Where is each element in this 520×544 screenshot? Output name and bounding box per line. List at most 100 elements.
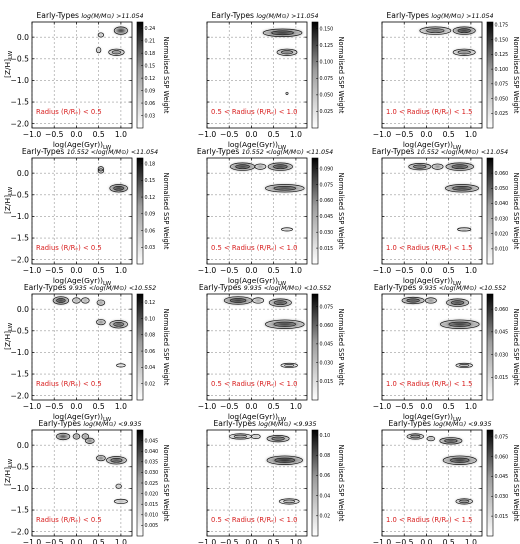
colorbar-tick-label: 0.045 [495, 474, 509, 480]
contour-outer [419, 26, 452, 35]
colorbar-tick-label: 0.100 [320, 60, 334, 66]
plot-frame [381, 157, 483, 265]
heat-blob-core [75, 299, 78, 302]
colorbar-tick-label: 0.075 [495, 434, 509, 440]
colorbar-tick-label: 0.08 [145, 333, 156, 339]
x-axis-label-main: log(Age(Gyr)) [53, 140, 103, 149]
heat-blob-core [286, 364, 292, 367]
panel-title: Early-Types 10.552 <log(M/M⊙) <11.054 [22, 147, 158, 156]
heat-blob-core [278, 322, 291, 326]
x-tick-label: −1.0 [198, 130, 217, 139]
contour-inner [451, 164, 468, 169]
y-tick-label: −2.0 [11, 255, 30, 264]
x-tick-label: −1.0 [198, 538, 217, 544]
x-tick-label: −1.0 [198, 266, 217, 275]
contour-outer [252, 297, 265, 304]
y-tick-label: −1.0 [11, 76, 30, 85]
panel-title-main: Early-Types [197, 147, 242, 156]
colorbar-tick-label: 0.15 [145, 178, 156, 184]
contour-outer [81, 297, 90, 304]
contour-outer [251, 433, 261, 440]
x-tick-label: 0.0 [420, 538, 432, 544]
contour-outer [116, 363, 126, 368]
heat-blob-core [99, 457, 103, 459]
colorbar [486, 429, 494, 537]
x-tick-label: 0.5 [268, 402, 280, 411]
heat-blob-core [409, 299, 417, 302]
colorbar [486, 157, 494, 265]
contour-outer [113, 498, 128, 504]
heat-blob-core [254, 435, 258, 438]
y-tick-label: 0.0 [17, 169, 29, 178]
colorbar-label: Normalised SSP Weight [162, 173, 170, 250]
panel-3: Early-Types log(M/M⊙) >11.054 −1.0 −0.5 0.0… [373, 11, 520, 151]
heat-blob-core [84, 435, 87, 438]
panel-title-main: Early-Types [199, 283, 244, 292]
x-axis-label-main: log(Age(Gyr)) [228, 412, 278, 421]
x-tick-label: 1.0 [115, 402, 127, 411]
panel-title: Early-Types log(M/M⊙) <9.935 [39, 419, 142, 428]
contour-outer [452, 48, 476, 56]
x-tick-label: 0.5 [268, 266, 280, 275]
x-axis-label-main: log(Age(Gyr)) [53, 276, 103, 285]
contour-inner [273, 321, 296, 327]
heat-blob-core [286, 93, 288, 94]
heat-layer [98, 166, 128, 193]
x-axis-label-sub: LW [278, 145, 287, 151]
plot-area [382, 22, 482, 128]
y-tick-label: −2.0 [11, 391, 30, 400]
colorbar-tick-label: 0.030 [320, 230, 334, 236]
contour-outer [280, 362, 298, 368]
heat-blob-core [453, 322, 466, 326]
x-tick-label: 1.0 [465, 266, 477, 275]
heat-blob-core [461, 500, 467, 503]
colorbar-tick-label: 0.04 [320, 493, 331, 499]
heat-blob-core [118, 500, 124, 503]
colorbar-tick-label: 0.045 [320, 214, 334, 220]
x-tick-label: −1.0 [373, 402, 392, 411]
x-axis-label-sub: LW [103, 281, 112, 287]
x-tick-label: 0.5 [443, 266, 455, 275]
colorbar-tick-label: 0.015 [320, 246, 334, 252]
contour-outer [455, 362, 473, 368]
contour-inner [450, 457, 470, 463]
contour-outer [97, 32, 105, 38]
x-tick-label: 0.5 [93, 402, 105, 411]
panel-title-mass: 10.552 <log(M/M⊙) <11.054 [67, 149, 158, 156]
radius-annotation: 0.5 < Radius (R/Rₑ) < 1.0 [211, 380, 297, 388]
panel-title-mass: log(M/M⊙) >11.054 [256, 13, 318, 20]
colorbar-label: Normalised SSP Weight [337, 37, 345, 114]
x-tick-label: 0.0 [70, 402, 82, 411]
heat-blob-core [256, 299, 260, 302]
colorbar-tick-label: 0.150 [320, 26, 334, 32]
contour-outer [262, 28, 303, 37]
x-axis-label-main: log(Age(Gyr)) [403, 140, 453, 149]
colorbar-tick-label: 0.010 [495, 247, 509, 253]
contour-outer [401, 296, 425, 305]
heat-blob-core [460, 29, 468, 32]
x-tick-label: 0.5 [268, 538, 280, 544]
heat-blob-core [285, 228, 289, 230]
x-tick-label: 0.5 [93, 538, 105, 544]
panel-1: Early-Types log(M/M⊙) >11.054−1.0 −0.5 0.0… [3, 11, 170, 151]
x-tick-label: 0.5 [268, 130, 280, 139]
radius-annotation: 1.0 < Radius (R/Rₑ) < 1.5 [386, 244, 472, 252]
plot-frame [206, 429, 308, 537]
plot-area [382, 158, 482, 264]
colorbar-label: Normalised SSP Weight [337, 309, 345, 386]
x-tick-label: 0.0 [245, 266, 257, 275]
heat-blob-core [283, 51, 291, 54]
plot-frame [31, 429, 133, 537]
colorbar-tick-label: 0.12 [145, 76, 156, 82]
colorbar-tick-label: 0.010 [145, 513, 159, 519]
colorbar-tick-label: 0.18 [145, 161, 156, 167]
x-axis-label-sub: LW [278, 281, 287, 287]
colorbar-tick-label: 0.060 [320, 323, 334, 329]
heat-blob-core [113, 459, 120, 462]
contour-inner [410, 434, 421, 439]
x-tick-label: −0.5 [220, 266, 239, 275]
heat-blob-core [115, 323, 122, 326]
colorbar [486, 293, 494, 401]
panel-title: Early-Types 9.935 <log(M/M⊙) <10.552 [24, 283, 156, 292]
panel-title: Early-Types 9.935 <log(M/M⊙) <10.552 [199, 283, 331, 292]
